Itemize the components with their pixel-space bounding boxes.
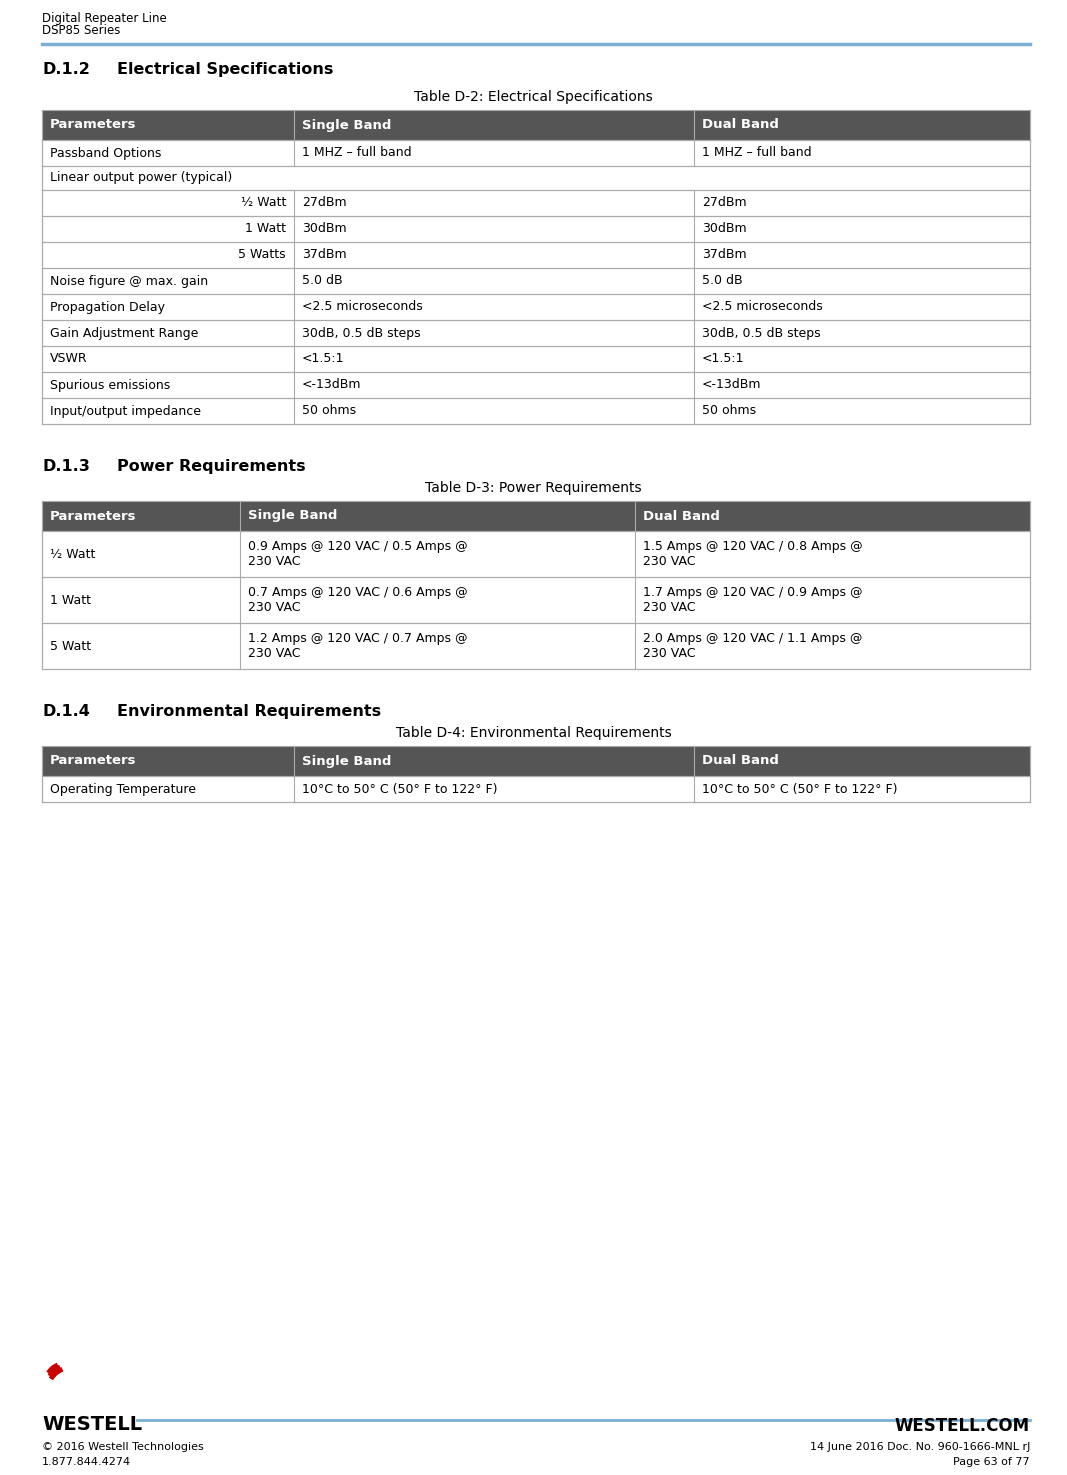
Text: Environmental Requirements: Environmental Requirements — [117, 704, 381, 718]
Text: D.1.2: D.1.2 — [42, 62, 90, 77]
Text: Digital Repeater Line: Digital Repeater Line — [42, 12, 166, 25]
Text: © 2016 Westell Technologies: © 2016 Westell Technologies — [42, 1443, 204, 1451]
Text: 1.2 Amps @ 120 VAC / 0.7 Amps @
230 VAC: 1.2 Amps @ 120 VAC / 0.7 Amps @ 230 VAC — [248, 631, 467, 659]
Bar — [42, 347, 1030, 372]
Text: Page 63 of 77: Page 63 of 77 — [954, 1457, 1030, 1468]
Text: Operating Temperature: Operating Temperature — [50, 783, 196, 795]
Text: Passband Options: Passband Options — [50, 146, 161, 159]
Bar — [42, 372, 1030, 398]
Text: 14 June 2016 Doc. No. 960-1666-MNL rJ: 14 June 2016 Doc. No. 960-1666-MNL rJ — [810, 1443, 1030, 1451]
Text: Power Requirements: Power Requirements — [117, 459, 305, 473]
Text: WESTELL.COM: WESTELL.COM — [895, 1417, 1030, 1435]
Bar — [42, 140, 1030, 167]
Bar — [42, 167, 1030, 190]
Text: Single Band: Single Band — [302, 755, 392, 767]
Text: Dual Band: Dual Band — [642, 509, 719, 522]
Bar — [42, 294, 1030, 320]
Text: 30dB, 0.5 dB steps: 30dB, 0.5 dB steps — [702, 326, 821, 339]
Text: Table D-3: Power Requirements: Table D-3: Power Requirements — [425, 481, 642, 496]
Text: 30dBm: 30dBm — [702, 223, 747, 236]
Text: 5 Watts: 5 Watts — [238, 248, 286, 261]
Bar — [42, 320, 1030, 347]
Text: D.1.3: D.1.3 — [42, 459, 90, 473]
Text: Gain Adjustment Range: Gain Adjustment Range — [50, 326, 198, 339]
Bar — [42, 268, 1030, 294]
Text: 1 Watt: 1 Watt — [245, 223, 286, 236]
Text: 1 Watt: 1 Watt — [50, 593, 91, 606]
Text: <2.5 microseconds: <2.5 microseconds — [702, 301, 823, 314]
Text: 1 MHZ – full band: 1 MHZ – full band — [702, 146, 812, 159]
Bar — [42, 111, 1030, 140]
Text: 1.7 Amps @ 120 VAC / 0.9 Amps @
230 VAC: 1.7 Amps @ 120 VAC / 0.9 Amps @ 230 VAC — [642, 586, 862, 614]
Text: WESTELL: WESTELL — [42, 1415, 142, 1434]
Text: ½ Watt: ½ Watt — [240, 196, 286, 209]
Text: 10°C to 50° C (50° F to 122° F): 10°C to 50° C (50° F to 122° F) — [302, 783, 497, 795]
Text: Dual Band: Dual Band — [702, 118, 779, 131]
Text: Input/output impedance: Input/output impedance — [50, 404, 201, 417]
Text: ½ Watt: ½ Watt — [50, 547, 95, 560]
Text: 1.5 Amps @ 120 VAC / 0.8 Amps @
230 VAC: 1.5 Amps @ 120 VAC / 0.8 Amps @ 230 VAC — [642, 540, 862, 568]
Text: Single Band: Single Band — [248, 509, 337, 522]
Text: Parameters: Parameters — [50, 509, 137, 522]
Text: Parameters: Parameters — [50, 118, 137, 131]
Text: Single Band: Single Band — [302, 118, 392, 131]
Text: 27dBm: 27dBm — [302, 196, 347, 209]
Text: 50 ohms: 50 ohms — [702, 404, 757, 417]
Text: DSP85 Series: DSP85 Series — [42, 24, 121, 37]
Text: 1 MHZ – full band: 1 MHZ – full band — [302, 146, 412, 159]
Bar — [42, 776, 1030, 802]
Text: <1.5:1: <1.5:1 — [302, 353, 345, 366]
Text: Electrical Specifications: Electrical Specifications — [117, 62, 333, 77]
Text: Linear output power (typical): Linear output power (typical) — [50, 171, 233, 184]
Text: 37dBm: 37dBm — [702, 248, 747, 261]
Text: <2.5 microseconds: <2.5 microseconds — [302, 301, 423, 314]
Text: 5.0 dB: 5.0 dB — [702, 274, 743, 288]
Text: Spurious emissions: Spurious emissions — [50, 379, 171, 391]
Text: <-13dBm: <-13dBm — [702, 379, 762, 391]
Text: 50 ohms: 50 ohms — [302, 404, 356, 417]
Bar — [42, 577, 1030, 622]
Bar — [42, 215, 1030, 242]
Text: 0.9 Amps @ 120 VAC / 0.5 Amps @
230 VAC: 0.9 Amps @ 120 VAC / 0.5 Amps @ 230 VAC — [248, 540, 467, 568]
Text: Table D-2: Electrical Specifications: Table D-2: Electrical Specifications — [414, 90, 653, 105]
Bar — [42, 746, 1030, 776]
Text: <1.5:1: <1.5:1 — [702, 353, 745, 366]
Bar — [42, 531, 1030, 577]
Text: Dual Band: Dual Band — [702, 755, 779, 767]
Text: <-13dBm: <-13dBm — [302, 379, 362, 391]
Text: Noise figure @ max. gain: Noise figure @ max. gain — [50, 274, 208, 288]
Text: 10°C to 50° C (50° F to 122° F): 10°C to 50° C (50° F to 122° F) — [702, 783, 897, 795]
Text: Parameters: Parameters — [50, 755, 137, 767]
Text: 37dBm: 37dBm — [302, 248, 347, 261]
Text: 0.7 Amps @ 120 VAC / 0.6 Amps @
230 VAC: 0.7 Amps @ 120 VAC / 0.6 Amps @ 230 VAC — [248, 586, 467, 614]
Text: 30dB, 0.5 dB steps: 30dB, 0.5 dB steps — [302, 326, 420, 339]
Text: D.1.4: D.1.4 — [42, 704, 90, 718]
Bar — [42, 622, 1030, 670]
Bar — [42, 242, 1030, 268]
Bar — [42, 190, 1030, 215]
Text: VSWR: VSWR — [50, 353, 87, 366]
Text: 27dBm: 27dBm — [702, 196, 747, 209]
Bar — [42, 398, 1030, 423]
Text: Propagation Delay: Propagation Delay — [50, 301, 165, 314]
Text: Table D-4: Environmental Requirements: Table D-4: Environmental Requirements — [396, 726, 671, 740]
Text: 1.877.844.4274: 1.877.844.4274 — [42, 1457, 131, 1468]
Text: 5 Watt: 5 Watt — [50, 640, 91, 652]
Text: 2.0 Amps @ 120 VAC / 1.1 Amps @
230 VAC: 2.0 Amps @ 120 VAC / 1.1 Amps @ 230 VAC — [642, 631, 862, 659]
Bar — [42, 502, 1030, 531]
Text: 5.0 dB: 5.0 dB — [302, 274, 343, 288]
Text: 30dBm: 30dBm — [302, 223, 347, 236]
